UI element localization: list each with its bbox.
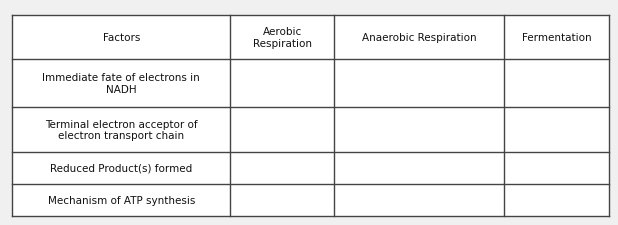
Text: Terminal electron acceptor of
electron transport chain: Terminal electron acceptor of electron t… [45,119,198,141]
Text: Anaerobic Respiration: Anaerobic Respiration [362,33,476,43]
Text: Fermentation: Fermentation [522,33,591,43]
Text: Factors: Factors [103,33,140,43]
Text: Mechanism of ATP synthesis: Mechanism of ATP synthesis [48,195,195,205]
Bar [12,16,609,216]
Text: Immediate fate of electrons in
NADH: Immediate fate of electrons in NADH [42,73,200,94]
Text: Reduced Product(s) formed: Reduced Product(s) formed [50,163,192,173]
Text: Aerobic
Respiration: Aerobic Respiration [253,27,311,49]
